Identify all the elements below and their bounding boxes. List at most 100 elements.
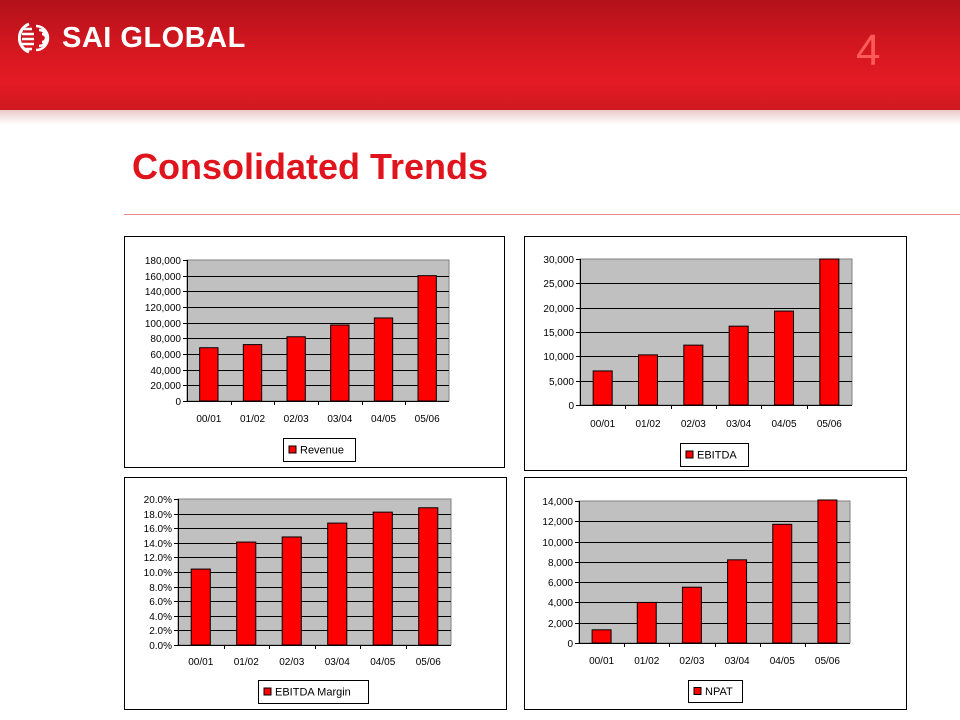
bar bbox=[772, 523, 793, 644]
y-tick-label: 20,000 bbox=[150, 381, 181, 392]
y-tick-label: 10.0% bbox=[144, 568, 172, 579]
title-divider bbox=[124, 214, 960, 215]
x-tick-label: 02/03 bbox=[284, 414, 309, 425]
y-tick-label: 8.0% bbox=[149, 583, 172, 594]
y-tick-label: 10,000 bbox=[542, 538, 573, 549]
bar bbox=[281, 536, 302, 646]
y-tick-label: 2,000 bbox=[548, 619, 573, 630]
y-tick-label: 4,000 bbox=[548, 598, 573, 609]
bar bbox=[242, 344, 263, 402]
company-logo: SAI GLOBAL bbox=[18, 20, 246, 56]
npat-chart: 0 2,000 4,000 6,000 8,000 10,000 12,000 14,000 0… bbox=[524, 477, 907, 710]
legend-label: Revenue bbox=[300, 445, 344, 457]
x-tick-label: 05/06 bbox=[416, 657, 441, 668]
bar bbox=[236, 541, 257, 646]
legend-swatch bbox=[693, 687, 702, 695]
bar bbox=[773, 310, 795, 406]
bar bbox=[373, 317, 394, 402]
ebitda-margin-chart: 0.0% 2.0% 4.0% 6.0% 8.0% 10.0% 12.0% 14.0% 16.0%… bbox=[124, 477, 507, 710]
y-tick-label: 16.0% bbox=[144, 524, 172, 535]
bar bbox=[417, 275, 437, 402]
legend-label: NPAT bbox=[705, 686, 733, 698]
y-tick-label: 120,000 bbox=[145, 303, 182, 314]
y-tick-label: 25,000 bbox=[543, 279, 574, 290]
y-tick-label: 2.0% bbox=[149, 626, 172, 637]
y-tick-label: 60,000 bbox=[150, 350, 181, 361]
legend-swatch bbox=[288, 445, 297, 454]
logo-text: SAI GLOBAL bbox=[62, 21, 246, 54]
x-tick-label: 01/02 bbox=[234, 657, 259, 668]
x-tick-label: 01/02 bbox=[634, 656, 659, 667]
y-tick-label: 20,000 bbox=[543, 304, 574, 315]
x-tick-label: 00/01 bbox=[589, 656, 614, 667]
x-tick-label: 01/02 bbox=[635, 419, 660, 430]
y-tick-label: 30,000 bbox=[543, 255, 574, 266]
y-tick-label: 5,000 bbox=[549, 377, 574, 388]
revenue-chart: 0 20,000 40,000 60,000 80,000 100,000 120,000 1… bbox=[124, 236, 505, 468]
y-tick-label: 180,000 bbox=[145, 256, 182, 267]
bar bbox=[591, 629, 612, 644]
y-tick-label: 0 bbox=[567, 639, 573, 650]
bar bbox=[819, 258, 840, 406]
y-tick-label: 20.0% bbox=[144, 495, 172, 506]
x-tick-label: 05/06 bbox=[415, 414, 440, 425]
y-tick-label: 12,000 bbox=[542, 517, 573, 528]
legend-box bbox=[680, 443, 749, 467]
page-title: Consolidated Trends bbox=[132, 146, 489, 187]
bar bbox=[636, 601, 657, 644]
y-tick-label: 40,000 bbox=[150, 366, 181, 377]
npat-chart-svg: 0 2,000 4,000 6,000 8,000 10,000 12,000 14,000 0… bbox=[542, 497, 851, 703]
bar bbox=[637, 354, 659, 406]
x-tick-label: 00/01 bbox=[196, 414, 221, 425]
x-tick-label: 03/04 bbox=[327, 414, 352, 425]
x-tick-label: 00/01 bbox=[188, 657, 213, 668]
bar bbox=[327, 522, 348, 646]
y-tick-label: 80,000 bbox=[150, 334, 181, 345]
header-shadow bbox=[0, 110, 960, 124]
bar bbox=[683, 344, 704, 406]
bar bbox=[681, 586, 702, 644]
legend-box bbox=[688, 680, 743, 703]
x-tick-label: 04/05 bbox=[371, 414, 396, 425]
y-tick-label: 14,000 bbox=[542, 497, 573, 508]
x-tick-label: 03/04 bbox=[325, 657, 350, 668]
plot-area bbox=[578, 500, 851, 644]
x-tick-label: 03/04 bbox=[726, 419, 751, 430]
y-tick-label: 18.0% bbox=[144, 510, 172, 521]
bar bbox=[418, 507, 439, 646]
y-tick-label: 10,000 bbox=[543, 352, 574, 363]
x-tick-label: 04/05 bbox=[770, 656, 795, 667]
globe-logo-icon bbox=[18, 22, 50, 54]
revenue-chart-svg: 0 20,000 40,000 60,000 80,000 100,000 120,000 1… bbox=[145, 256, 450, 462]
x-tick-label: 02/03 bbox=[279, 657, 304, 668]
bar bbox=[330, 324, 350, 402]
y-tick-label: 140,000 bbox=[145, 287, 182, 298]
legend-box bbox=[283, 438, 356, 462]
bar bbox=[190, 568, 211, 646]
y-tick-label: 8,000 bbox=[548, 558, 573, 569]
y-tick-label: 6,000 bbox=[548, 578, 573, 589]
y-tick-label: 100,000 bbox=[145, 319, 182, 330]
y-tick-label: 0.0% bbox=[149, 641, 172, 652]
x-tick-label: 04/05 bbox=[771, 419, 796, 430]
legend-label: EBITDA bbox=[697, 450, 737, 462]
x-tick-label: 00/01 bbox=[590, 419, 615, 430]
bar bbox=[728, 325, 749, 406]
x-tick-label: 03/04 bbox=[725, 656, 750, 667]
y-tick-label: 15,000 bbox=[543, 328, 574, 339]
bar bbox=[286, 336, 306, 402]
y-tick-label: 6.0% bbox=[149, 597, 172, 608]
x-tick-label: 01/02 bbox=[240, 414, 265, 425]
bar bbox=[817, 499, 838, 644]
slide-number: 4 bbox=[856, 26, 881, 75]
ebitda-margin-chart-svg: 0.0% 2.0% 4.0% 6.0% 8.0% 10.0% 12.0% 14.0% 16.0%… bbox=[144, 495, 452, 704]
x-tick-label: 02/03 bbox=[679, 656, 704, 667]
y-tick-label: 0 bbox=[175, 397, 181, 408]
y-tick-label: 12.0% bbox=[144, 553, 172, 564]
y-tick-label: 160,000 bbox=[145, 272, 182, 283]
bar bbox=[372, 511, 393, 646]
bar bbox=[199, 347, 219, 402]
y-tick-label: 4.0% bbox=[149, 612, 172, 623]
header-banner bbox=[0, 0, 960, 110]
legend-swatch bbox=[685, 450, 694, 459]
